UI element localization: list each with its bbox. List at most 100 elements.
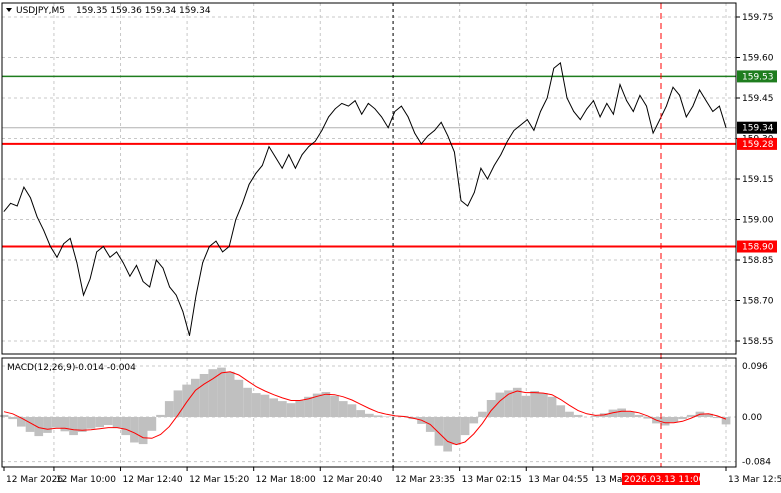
macd-bar: [182, 384, 191, 417]
macd-bar: [77, 417, 87, 432]
macd-bar: [356, 410, 365, 417]
y-tick-label: 158.55: [742, 337, 774, 347]
price-point: [420, 143, 422, 145]
macd-bar: [60, 417, 70, 432]
macd-bar: [373, 415, 383, 417]
price-point: [480, 167, 482, 169]
macd-bar: [269, 398, 278, 417]
price-point: [526, 119, 528, 120]
macd-bar: [565, 411, 574, 417]
level-price-label: 159.53: [742, 72, 774, 82]
macd-bar: [164, 401, 174, 417]
price-point: [500, 154, 502, 156]
price-point: [394, 111, 396, 112]
macd-bar: [704, 413, 713, 417]
macd-bar: [721, 417, 731, 425]
price-point: [725, 127, 727, 129]
macd-panel-frame: [1, 357, 737, 468]
price-point: [215, 240, 217, 242]
price-point: [639, 94, 641, 96]
x-tick-label: 12 Mar 15:20: [189, 475, 249, 485]
price-point: [321, 130, 323, 131]
price-point: [619, 84, 621, 85]
macd-bar: [225, 371, 235, 417]
macd-bar: [286, 403, 296, 417]
y-tick-label: 159.15: [742, 175, 774, 185]
macd-bar: [539, 393, 548, 417]
price-point: [23, 186, 25, 188]
macd-bar: [382, 416, 392, 417]
price-point: [275, 157, 276, 158]
macd-bar: [43, 417, 52, 433]
macd-bar: [34, 417, 44, 437]
price-point: [447, 135, 449, 137]
symbol-dropdown-icon[interactable]: [6, 8, 12, 12]
price-point: [261, 165, 263, 166]
level-price-tag: [737, 240, 777, 253]
price-point: [493, 165, 495, 166]
x-tick-label: 12 Mar 20:40: [322, 475, 382, 485]
price-point: [414, 132, 416, 134]
price-point: [719, 105, 720, 107]
macd-bar: [495, 392, 505, 417]
x-tick-label: 12 Mar 2026: [6, 475, 63, 485]
macd-bar: [547, 396, 557, 417]
macd-bar: [330, 395, 339, 418]
y-tick-label: 159.45: [742, 94, 774, 104]
macd-bar: [156, 414, 165, 417]
macd-y-tick-label: 0.00: [742, 413, 762, 423]
macd-bar: [51, 417, 61, 428]
price-point: [361, 113, 363, 115]
price-point: [30, 197, 31, 199]
macd-bar: [573, 414, 583, 417]
price-point: [129, 275, 131, 277]
macd-bar: [191, 378, 200, 418]
macd-bar: [8, 417, 17, 420]
price-point: [281, 167, 283, 169]
price-point: [136, 265, 137, 266]
price-point: [314, 140, 316, 142]
macd-bar: [365, 413, 374, 417]
macd-bar: [173, 390, 183, 417]
macd-bar: [95, 417, 104, 428]
price-point: [208, 246, 210, 247]
price-point: [513, 130, 515, 131]
price-point: [434, 130, 435, 131]
macd-values: -0.014 -0.004: [75, 363, 136, 373]
price-point: [679, 94, 680, 96]
price-point: [301, 154, 303, 156]
macd-bar: [121, 417, 131, 436]
price-point: [83, 294, 84, 296]
macd-bar: [130, 417, 139, 443]
macd-bar: [478, 411, 487, 417]
macd-bar: [469, 417, 479, 424]
current-price-label: 159.34: [742, 124, 774, 134]
price-point: [155, 259, 157, 261]
price-point: [182, 310, 184, 312]
price-point: [666, 105, 667, 107]
price-point: [560, 62, 561, 64]
price-point: [255, 173, 257, 175]
macd-bar: [208, 369, 218, 417]
macd-bar: [512, 387, 522, 417]
price-point: [50, 246, 51, 247]
price-point: [381, 116, 382, 118]
price-point: [652, 132, 654, 134]
price-point: [626, 100, 627, 102]
price-point: [295, 167, 296, 169]
price-point: [36, 216, 38, 218]
ohlc-values: 159.35 159.36 159.34 159.34: [76, 6, 211, 16]
price-point: [712, 111, 714, 112]
price-point: [242, 202, 243, 204]
price-point: [586, 108, 588, 110]
macd-bar: [338, 401, 348, 417]
y-tick-label: 159.75: [742, 13, 774, 23]
macd-bar: [452, 417, 461, 445]
x-tick-label: 12 Mar 18:00: [256, 475, 316, 485]
price-point: [454, 151, 455, 153]
macd-bar: [434, 417, 444, 446]
price-point: [427, 135, 429, 137]
macd-bar: [278, 401, 287, 417]
